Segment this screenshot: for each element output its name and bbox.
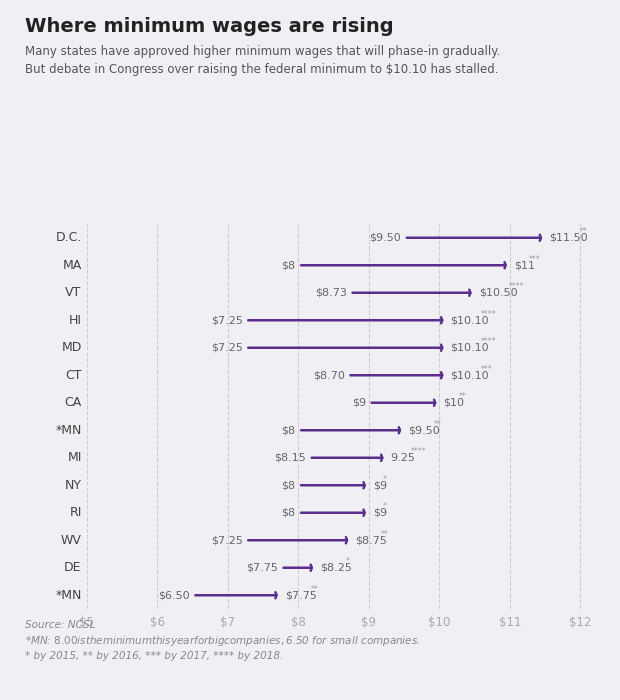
Text: $8: $8 [281,425,296,435]
Text: ****: **** [509,282,525,291]
Text: $10.10: $10.10 [451,315,489,326]
Text: DE: DE [64,561,82,574]
Text: ****: **** [481,309,497,318]
Text: $10: $10 [443,398,464,407]
Text: $9.50: $9.50 [408,425,440,435]
Text: $8.73: $8.73 [315,288,347,298]
Text: RI: RI [69,506,82,519]
Text: $9: $9 [352,398,366,407]
Text: WV: WV [61,533,82,547]
Text: $11.50: $11.50 [549,232,588,243]
Text: $7.25: $7.25 [211,343,242,353]
Text: $9: $9 [373,480,387,490]
Text: $7.25: $7.25 [211,536,242,545]
Text: Many states have approved higher minimum wages that will phase-in gradually.
But: Many states have approved higher minimum… [25,46,500,76]
Text: ***: *** [529,255,541,264]
Text: *: * [383,475,387,484]
Text: $10.10: $10.10 [451,370,489,380]
Text: * by 2015, ** by 2016, *** by 2017, **** by 2018.: * by 2015, ** by 2016, *** by 2017, ****… [25,651,283,661]
Text: $6.50: $6.50 [158,590,190,601]
Text: $8.25: $8.25 [320,563,352,573]
Text: $10.10: $10.10 [451,343,489,353]
Text: $9.50: $9.50 [370,232,401,243]
Text: *MN: *MN [55,589,82,602]
Text: **: ** [580,228,587,236]
Text: CA: CA [64,396,82,410]
Text: NY: NY [64,479,82,491]
Text: **: ** [381,530,389,539]
Text: $7.75: $7.75 [246,563,278,573]
Text: $8: $8 [281,260,296,270]
Text: *: * [345,557,350,566]
Text: HI: HI [69,314,82,327]
Text: $10.50: $10.50 [479,288,517,298]
Text: CT: CT [65,369,82,382]
Text: ****: **** [481,337,497,346]
Text: ****: **** [411,447,427,456]
Text: 9.25: 9.25 [391,453,415,463]
Text: $8.75: $8.75 [355,536,388,545]
Text: ***: *** [481,365,493,374]
Text: MD: MD [61,341,82,354]
Text: VT: VT [65,286,82,299]
Text: $8.70: $8.70 [313,370,345,380]
Text: $8.15: $8.15 [274,453,306,463]
Text: *MN: $8.00 is the minimum this year for big companies, $6.50 for small companies: *MN: $8.00 is the minimum this year for … [25,634,420,648]
Text: $7.75: $7.75 [285,590,317,601]
Text: Source: NCSL: Source: NCSL [25,620,95,629]
Text: MA: MA [63,259,82,272]
Text: **: ** [459,392,466,401]
Text: $8: $8 [281,480,296,490]
Text: $8: $8 [281,508,296,518]
Text: **: ** [433,420,441,428]
Text: *MN: *MN [55,424,82,437]
Text: MI: MI [68,452,82,464]
Text: $9: $9 [373,508,387,518]
Text: Where minimum wages are rising: Where minimum wages are rising [25,18,394,36]
Text: *: * [383,502,387,511]
Text: $7.25: $7.25 [211,315,242,326]
Text: **: ** [310,584,318,594]
Text: D.C.: D.C. [55,231,82,244]
Text: $11: $11 [514,260,535,270]
